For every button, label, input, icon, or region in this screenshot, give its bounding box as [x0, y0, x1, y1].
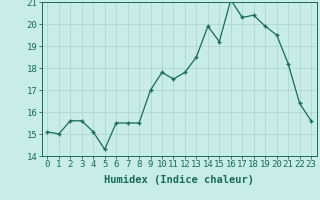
X-axis label: Humidex (Indice chaleur): Humidex (Indice chaleur): [104, 175, 254, 185]
